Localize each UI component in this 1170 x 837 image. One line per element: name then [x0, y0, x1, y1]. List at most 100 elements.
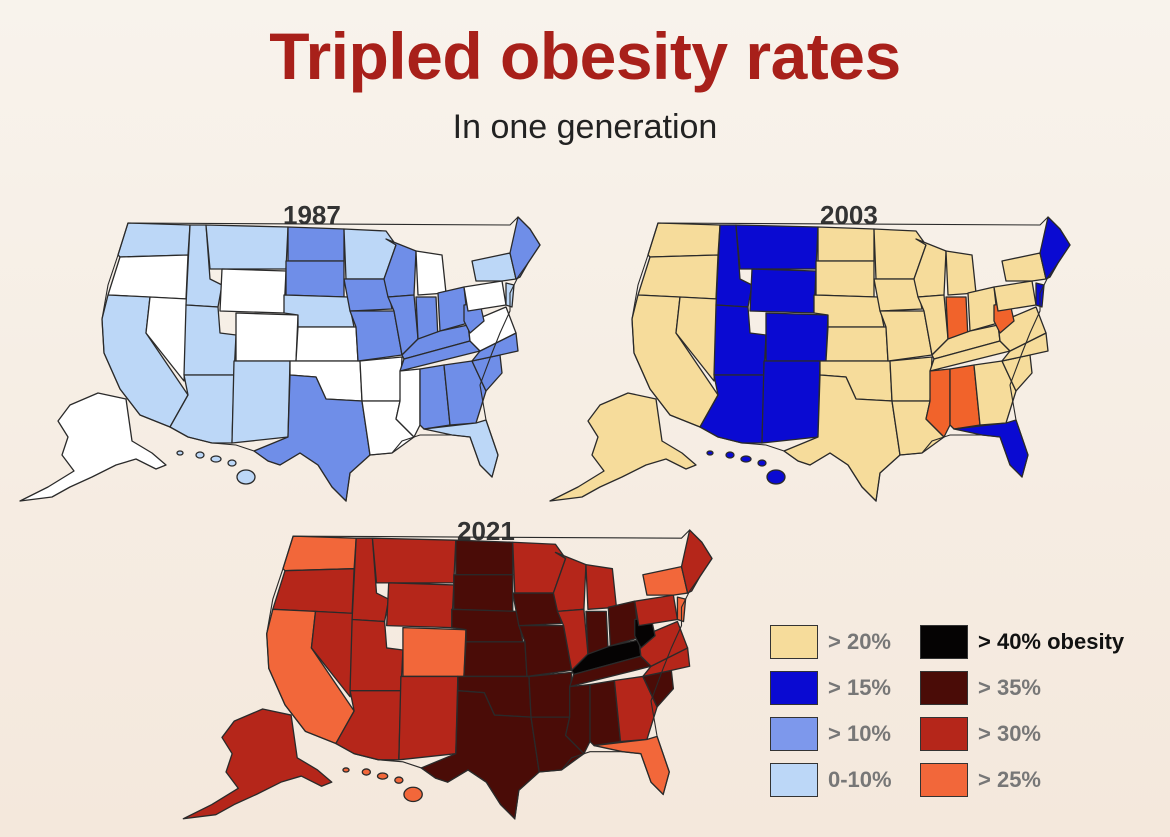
state-region-hawaii [725, 451, 735, 459]
legend: > 20% > 15% > 10% 0-10% > 40% obesity > … [770, 624, 1150, 804]
map-year-label: 1987 [283, 200, 341, 230]
legend-swatch [770, 717, 818, 751]
state-region [183, 304, 237, 376]
state-region [680, 529, 713, 594]
state-region [349, 618, 404, 692]
state-region [117, 222, 191, 258]
state-region [285, 260, 345, 298]
state-region [219, 268, 287, 314]
legend-label: > 10% [828, 721, 891, 746]
state-region-hawaii [195, 451, 205, 459]
state-region [272, 568, 355, 615]
state-region [205, 224, 289, 270]
state-region [749, 268, 817, 314]
state-region-alaska [182, 708, 333, 820]
state-region [585, 563, 618, 610]
state-region-hawaii [757, 459, 767, 467]
legend-label: > 15% [828, 675, 891, 700]
state-region [471, 252, 517, 282]
state-region-hawaii [342, 767, 350, 773]
state-region [713, 304, 767, 376]
map-year-label: 2003 [820, 200, 878, 230]
state-region [145, 296, 189, 382]
legend-item: > 15% [770, 670, 891, 706]
state-region-hawaii [376, 772, 389, 780]
legend-label: > 25% [978, 767, 1041, 792]
state-region-alaska [19, 392, 167, 502]
state-region-hawaii [394, 776, 404, 784]
country-outline [266, 529, 713, 820]
legend-item: > 10% [770, 716, 891, 752]
state-region [107, 254, 189, 300]
legend-item: > 25% [920, 762, 1041, 798]
state-region [647, 222, 721, 258]
state-region [815, 260, 875, 298]
state-region [423, 419, 499, 478]
state-region [463, 641, 528, 678]
state-region [295, 326, 359, 362]
state-region [512, 592, 563, 627]
state-region [817, 226, 875, 262]
state-region [443, 360, 487, 426]
state-region [398, 675, 459, 761]
state-region-hawaii [740, 455, 752, 463]
legend-label: > 30% [978, 721, 1041, 746]
state-region [310, 610, 355, 698]
state-region [386, 582, 455, 629]
us-map-1987 [19, 216, 541, 503]
state-region [879, 310, 933, 362]
state-region-hawaii [403, 786, 423, 803]
state-region [634, 594, 679, 627]
state-region [518, 624, 573, 678]
legend-item: 0-10% [770, 762, 892, 798]
legend-item: > 30% [920, 716, 1041, 752]
state-region [637, 254, 719, 300]
state-region [765, 312, 829, 362]
state-region [761, 360, 821, 444]
state-region [528, 671, 573, 718]
state-region [455, 539, 514, 576]
state-region [415, 250, 447, 296]
us-map-2021 [182, 529, 713, 820]
state-region [287, 226, 345, 262]
legend-label: > 35% [978, 675, 1041, 700]
state-region-hawaii [706, 450, 714, 456]
state-region [873, 278, 923, 312]
legend-swatch [920, 763, 968, 797]
state-region-hawaii [361, 768, 372, 776]
state-region [231, 360, 291, 444]
state-region-hawaii [227, 459, 237, 467]
legend-label: > 20% [828, 629, 891, 654]
legend-swatch [770, 763, 818, 797]
state-region [945, 250, 977, 296]
state-region [1001, 252, 1047, 282]
legend-item: > 40% obesity [920, 624, 1124, 660]
page-title: Tripled obesity rates [269, 19, 901, 93]
state-region [343, 278, 393, 312]
country-outline [631, 216, 1071, 503]
state-region [825, 326, 889, 362]
legend-label: 0-10% [828, 767, 892, 792]
legend-swatch [920, 671, 968, 705]
legend-label: > 40% obesity [978, 629, 1125, 654]
legend-swatch [770, 671, 818, 705]
legend-swatch [770, 625, 818, 659]
state-region [359, 356, 403, 402]
page-subtitle: In one generation [452, 108, 718, 146]
state-region-hawaii [176, 450, 184, 456]
state-region [993, 280, 1037, 312]
state-region-hawaii [210, 455, 222, 463]
state-region [593, 735, 670, 796]
legend-item: > 35% [920, 670, 1041, 706]
state-region-hawaii [766, 469, 786, 485]
state-region-hawaii [236, 469, 256, 485]
country-outline [101, 216, 541, 503]
state-region [675, 296, 719, 382]
state-region [402, 626, 467, 678]
state-region [1039, 216, 1071, 280]
state-region [973, 360, 1017, 426]
state-region [349, 310, 403, 362]
state-region [613, 675, 658, 743]
state-region [509, 216, 541, 280]
legend-swatch [920, 717, 968, 751]
